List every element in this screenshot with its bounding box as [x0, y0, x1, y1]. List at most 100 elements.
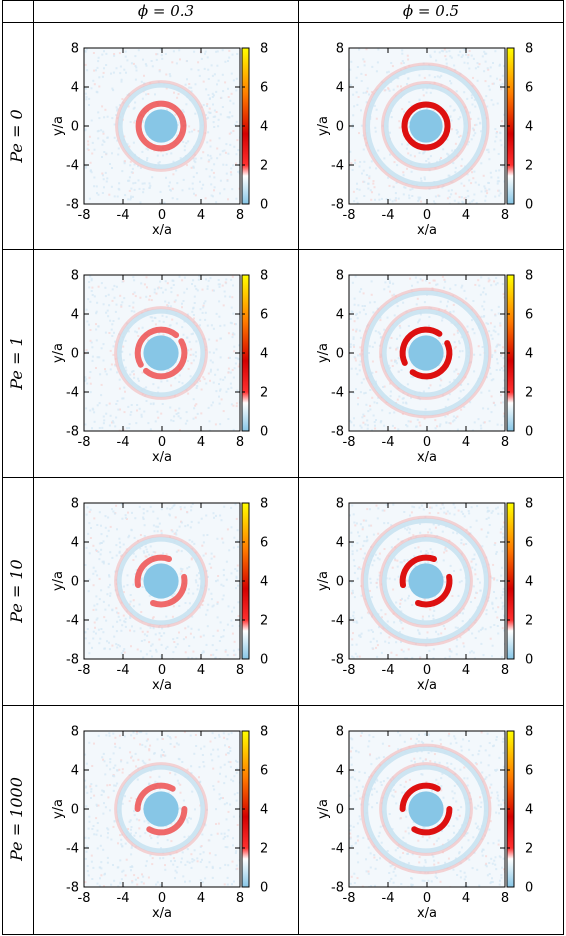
noise-speckle — [160, 655, 163, 658]
noise-speckle — [154, 780, 157, 783]
noise-speckle — [233, 640, 236, 643]
noise-speckle — [202, 634, 205, 637]
noise-speckle — [193, 192, 195, 195]
noise-speckle — [201, 754, 204, 756]
noise-speckle — [188, 187, 191, 190]
noise-speckle — [213, 186, 216, 189]
noise-speckle — [102, 812, 105, 815]
noise-speckle — [409, 188, 412, 191]
noise-speckle — [497, 512, 500, 515]
noise-speckle — [122, 345, 125, 348]
noise-speckle — [124, 366, 127, 369]
noise-speckle — [393, 578, 396, 581]
noise-speckle — [127, 105, 130, 108]
noise-speckle — [166, 839, 169, 842]
noise-speckle — [492, 103, 495, 106]
noise-speckle — [402, 171, 405, 174]
noise-speckle — [215, 339, 218, 342]
noise-speckle — [444, 405, 447, 408]
noise-speckle — [84, 631, 87, 634]
noise-speckle — [429, 608, 432, 611]
noise-speckle — [495, 277, 498, 279]
noise-speckle — [235, 799, 238, 802]
noise-speckle — [480, 761, 483, 764]
noise-speckle — [210, 64, 213, 67]
noise-speckle — [174, 409, 177, 412]
noise-speckle — [124, 617, 127, 620]
noise-speckle — [494, 856, 497, 859]
noise-speckle — [87, 837, 90, 840]
noise-speckle — [99, 553, 102, 556]
noise-speckle — [501, 532, 504, 535]
noise-speckle — [165, 109, 168, 111]
noise-speckle — [112, 864, 114, 866]
noise-speckle — [501, 593, 504, 596]
noise-speckle — [117, 866, 120, 869]
noise-speckle — [176, 294, 179, 297]
noise-speckle — [426, 637, 429, 640]
noise-speckle — [465, 297, 468, 300]
noise-speckle — [495, 736, 498, 738]
noise-speckle — [114, 764, 117, 767]
noise-speckle — [373, 401, 376, 404]
noise-speckle — [408, 194, 411, 197]
x-axis-label: x/a — [417, 223, 437, 238]
noise-speckle — [182, 300, 185, 302]
noise-speckle — [379, 319, 382, 322]
noise-speckle — [386, 316, 389, 319]
noise-speckle — [130, 869, 132, 872]
noise-speckle — [423, 417, 426, 420]
noise-speckle — [385, 503, 388, 506]
noise-speckle — [361, 885, 364, 887]
noise-speckle — [474, 637, 477, 639]
depletion-shell — [117, 82, 205, 170]
noise-speckle — [120, 80, 123, 83]
noise-speckle — [413, 555, 416, 558]
noise-speckle — [471, 127, 474, 130]
noise-speckle — [89, 391, 92, 394]
noise-speckle — [375, 778, 378, 781]
noise-speckle — [407, 58, 410, 61]
noise-speckle — [107, 832, 109, 835]
noise-speckle — [469, 117, 472, 120]
noise-speckle — [108, 424, 111, 427]
noise-speckle — [377, 396, 380, 399]
noise-speckle — [118, 104, 121, 107]
noise-speckle — [502, 387, 505, 390]
noise-speckle — [184, 863, 187, 866]
noise-speckle — [100, 628, 103, 630]
noise-speckle — [108, 734, 111, 737]
noise-speckle — [480, 315, 483, 318]
noise-speckle — [475, 591, 477, 594]
noise-speckle — [410, 104, 413, 107]
noise-speckle — [163, 201, 166, 204]
noise-speckle — [89, 371, 92, 373]
noise-speckle — [226, 623, 229, 626]
noise-speckle — [132, 759, 135, 762]
noise-speckle — [191, 540, 194, 543]
noise-speckle — [211, 876, 214, 879]
noise-speckle — [201, 544, 204, 547]
noise-speckle — [467, 54, 470, 56]
y-tick-label: 4 — [336, 536, 344, 551]
noise-speckle — [125, 858, 128, 861]
noise-speckle — [462, 738, 465, 741]
noise-speckle — [176, 779, 179, 782]
noise-speckle — [101, 789, 104, 792]
noise-speckle — [454, 737, 457, 740]
noise-speckle — [447, 857, 450, 860]
noise-speckle — [476, 578, 479, 581]
density-field — [84, 275, 240, 431]
noise-speckle — [418, 198, 421, 201]
noise-speckle — [415, 737, 418, 740]
noise-speckle — [422, 760, 425, 763]
noise-speckle — [169, 772, 172, 775]
noise-speckle — [350, 162, 353, 165]
noise-speckle — [491, 881, 494, 883]
noise-speckle — [222, 378, 225, 381]
noise-speckle — [486, 67, 489, 70]
noise-speckle — [130, 853, 133, 856]
noise-speckle — [498, 64, 501, 67]
noise-speckle — [446, 766, 449, 769]
noise-speckle — [215, 580, 217, 583]
